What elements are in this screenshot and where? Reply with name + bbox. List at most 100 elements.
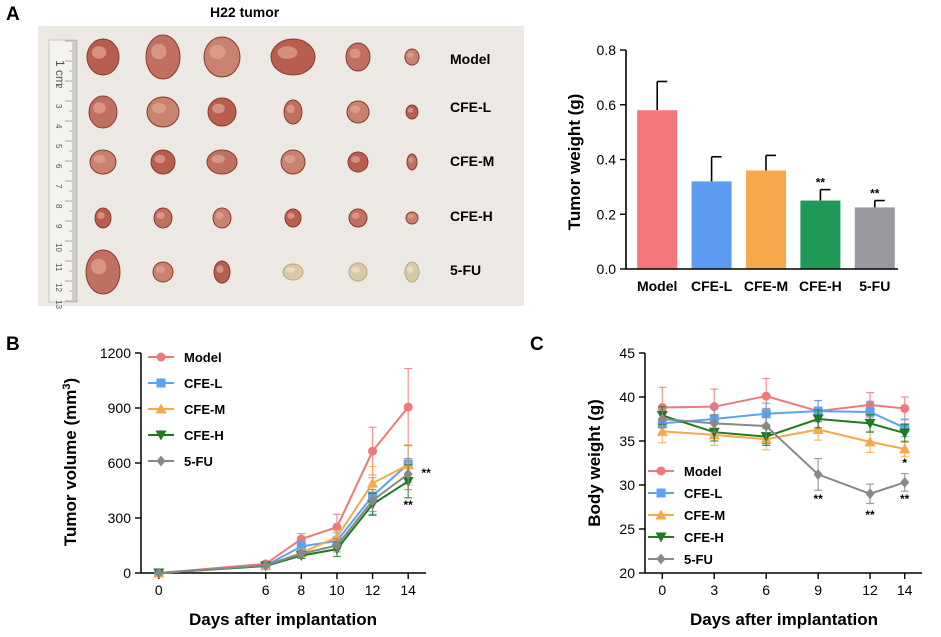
photo-group-label-5-fu: 5-FU [450, 262, 481, 278]
panel-label-c: C [530, 334, 544, 355]
ruler: 1 cm 2 3 4 5 6 7 8 9 10 11 12 13 [48, 39, 78, 309]
bodyweight-line-cfe-h [662, 414, 905, 438]
tumor-highlight [91, 46, 107, 59]
bodyweight-legend-item-model: Model [648, 464, 722, 479]
bodyweight-line-model [662, 395, 905, 413]
bodyweight-point-5-fu [865, 488, 875, 500]
bar-cfe-m [746, 170, 786, 269]
bodyweight-significance-mark: ** [865, 508, 875, 522]
tumor-highlight [91, 258, 107, 275]
volume-ytick-label: 900 [108, 400, 132, 416]
bodyweight-point-5-fu [657, 413, 667, 425]
bar-ytick-label: 0.8 [597, 42, 617, 58]
bodyweight-point-model [900, 403, 910, 413]
bodyweight-point-5-fu [813, 468, 823, 480]
bodyweight-ytick-label: 25 [619, 521, 635, 537]
bodyweight-point-5-fu [900, 476, 910, 488]
tumor-highlight [284, 154, 296, 164]
tumor-volume-chart: Tumor volume (mm3) Days after implantati… [61, 345, 431, 629]
volume-xtick-label: 0 [155, 582, 163, 598]
volume-legend-marker [156, 378, 166, 388]
tumor-highlight [277, 46, 298, 59]
ruler-label-9: 9 [54, 224, 63, 229]
bodyweight-point-cfe-m [899, 443, 911, 454]
volume-significance-mark: ** [422, 466, 432, 480]
panel-label-b: B [6, 334, 20, 355]
tumor-highlight [151, 103, 167, 114]
bar-cfe-h [800, 200, 841, 269]
bodyweight-legend-marker [655, 532, 667, 543]
volume-legend-label: CFE-M [184, 402, 225, 417]
volume-point-model [403, 402, 413, 412]
bodyweight-xtick-label: 9 [814, 582, 822, 598]
bodyweight-legend-item-cfe-m: CFE-M [648, 508, 725, 523]
volume-xtick-label: 8 [297, 582, 305, 598]
volume-legend-item-model: Model [148, 350, 222, 365]
bodyweight-significance-mark: ** [900, 492, 910, 506]
volume-legend-label: Model [184, 350, 222, 365]
ruler-label-7: 7 [54, 184, 63, 189]
tumor-highlight [408, 157, 413, 163]
bar-xtick-label: CFE-L [691, 278, 733, 294]
volume-point-5-fu [368, 495, 378, 507]
bodyweight-significance-mark: ** [813, 492, 823, 506]
bodyweight-legend-marker [656, 488, 666, 498]
volume-legend-marker [155, 430, 167, 441]
bodyweight-xtick-label: 12 [862, 582, 878, 598]
bodyweight-series-5-fu [657, 407, 910, 505]
bodyweight-legend-item-5-fu: 5-FU [648, 552, 713, 567]
ruler-label-4: 4 [54, 124, 63, 129]
photo-group-label-cfe-l: CFE-L [450, 99, 492, 115]
tumor-photo: 1 cm 2 3 4 5 6 7 8 9 10 11 12 13 [38, 26, 524, 309]
volume-legend-label: CFE-L [184, 376, 222, 391]
bodyweight-ytick-label: 40 [619, 389, 635, 405]
bodyweight-xtick-label: 0 [658, 582, 666, 598]
tumor-highlight [407, 107, 414, 113]
volume-line-model [158, 406, 409, 574]
tumor-highlight [215, 212, 224, 219]
bodyweight-point-model [709, 402, 719, 412]
bar-ytick-label: 0.0 [597, 261, 617, 277]
bar-ylabel: Tumor weight (g) [565, 94, 584, 231]
volume-point-5-fu [296, 548, 306, 560]
volume-xlabel: Days after implantation [189, 610, 377, 629]
volume-legend-item-cfe-l: CFE-L [148, 376, 222, 391]
ruler-label-13: 13 [54, 300, 63, 309]
tumor-weight-chart: Tumor weight (g) 0.0 0.2 0.4 0.6 0.8 Model CF… [565, 42, 898, 294]
bar-ytick-label: 0.6 [597, 97, 617, 113]
volume-point-5-fu [332, 540, 342, 551]
tumor-highlight [407, 266, 414, 273]
tumor-highlight [156, 212, 165, 219]
bar-model [637, 110, 678, 269]
volume-point-model [368, 446, 378, 456]
ruler-label-6: 6 [54, 164, 63, 169]
volume-xtick-label: 10 [329, 582, 345, 598]
bodyweight-legend-label: CFE-H [684, 530, 724, 545]
ruler-label-12: 12 [54, 283, 63, 292]
bodyweight-line-5-fu [662, 418, 906, 495]
body-weight-chart: Body weight (g) Days after implantation … [585, 345, 922, 629]
volume-line-5-fu [158, 473, 409, 574]
bodyweight-legend-item-cfe-l: CFE-L [648, 486, 722, 501]
tumor-highlight [286, 104, 295, 114]
ruler-label-8: 8 [54, 204, 63, 209]
bodyweight-legend-marker [655, 509, 667, 520]
tumor-highlight [351, 156, 360, 163]
bodyweight-line-cfe-m [662, 428, 905, 450]
volume-line-cfe-l [158, 463, 409, 574]
bodyweight-legend-item-cfe-h: CFE-H [648, 530, 724, 545]
bodyweight-ytick-label: 30 [619, 477, 635, 493]
bar-ytick-label: 0.2 [597, 206, 617, 222]
tumor-highlight [287, 212, 295, 219]
volume-legend: Model CFE-L CFE-M CFE-H 5-FU [148, 350, 225, 469]
bar-xtick-label: CFE-H [799, 278, 842, 294]
photo-group-label-model: Model [450, 51, 490, 67]
photo-title: H22 tumor [210, 4, 280, 20]
bar-xtick-label: Model [637, 278, 677, 294]
volume-point-5-fu [403, 468, 413, 480]
volume-ylabel: Tumor volume (mm3) [61, 378, 80, 546]
bodyweight-xtick-label: 3 [710, 582, 718, 598]
bodyweight-legend-marker [656, 553, 666, 565]
volume-ytick-label: 300 [108, 510, 132, 526]
volume-xtick-label: 12 [365, 582, 381, 598]
